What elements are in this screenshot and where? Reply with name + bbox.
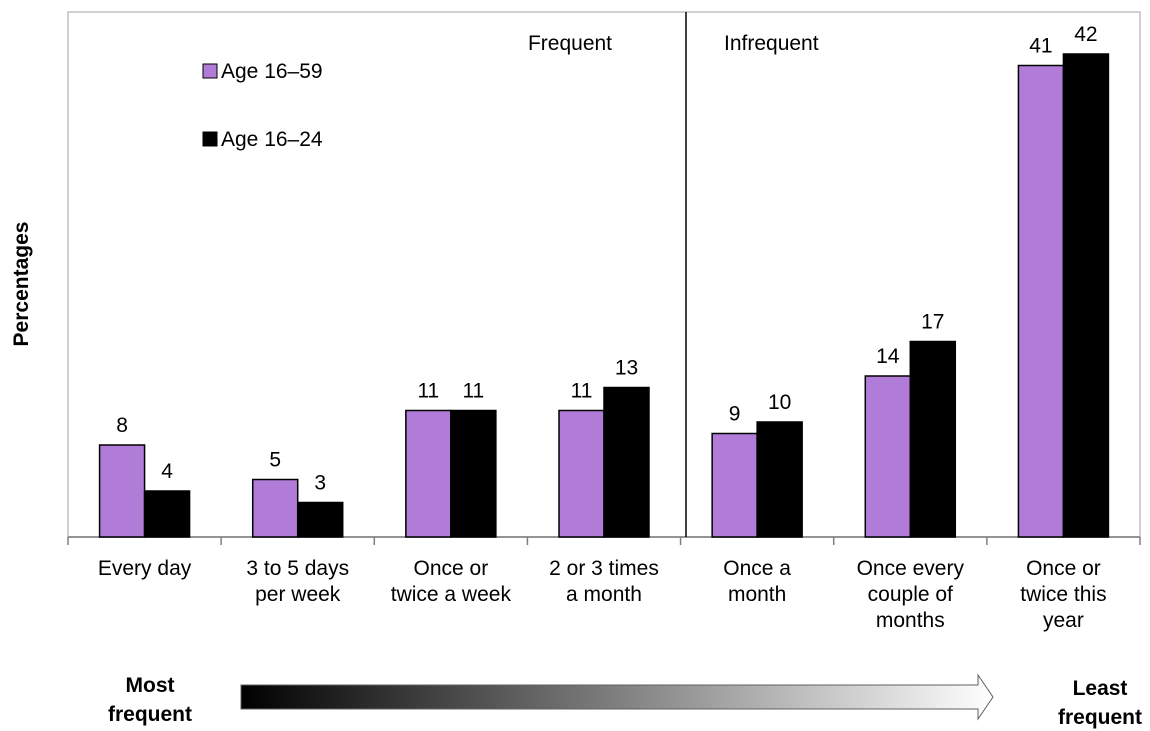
x-tick-label-line: twice a week <box>391 583 512 606</box>
region-label-frequent: Frequent <box>528 32 612 55</box>
x-tick-label-line: Once every <box>857 557 965 580</box>
bar-age-16-24 <box>450 409 497 538</box>
data-label: 11 <box>417 380 439 403</box>
bar-age-16-24 <box>1062 53 1110 538</box>
x-tick-label-line: Every day <box>98 557 192 580</box>
bar-age-16-59 <box>251 478 299 538</box>
data-label: 11 <box>571 380 593 403</box>
data-label: 14 <box>876 345 900 368</box>
data-label: 13 <box>615 357 638 380</box>
bar-age-16-59 <box>864 375 912 538</box>
x-tick-label: Once every couple of months <box>857 557 965 632</box>
scale-label-most-frequent-line: frequent <box>108 703 192 726</box>
data-label: 17 <box>921 311 944 334</box>
data-label: 10 <box>768 391 791 414</box>
data-label: 11 <box>462 380 484 403</box>
x-tick-label-line: per week <box>255 583 341 606</box>
bar-age-16-24 <box>756 421 803 538</box>
bar-age-16-24 <box>909 340 957 538</box>
bars-group: 8 4 5 3 11 11 11 13 9 10 14 17 41 42 <box>98 23 1110 538</box>
scale-label-least-frequent-line: frequent <box>1058 706 1142 729</box>
x-tick-label-line: months <box>876 609 945 632</box>
x-tick-label: Every day <box>98 557 192 580</box>
data-label: 4 <box>161 460 173 483</box>
bar-age-16-59 <box>711 432 758 538</box>
legend: Age 16–59 Age 16–24 <box>202 60 323 151</box>
scale-label-most-frequent-line: Most <box>126 674 175 697</box>
x-tick-label-line: Once or <box>414 557 489 580</box>
bar-age-16-24 <box>603 386 650 538</box>
x-tick-label-line: Once or <box>1026 557 1101 580</box>
bar-age-16-24 <box>296 501 344 538</box>
x-tick-label-line: 2 or 3 times <box>549 557 659 580</box>
x-tick-label-line: twice this <box>1020 583 1106 606</box>
x-tick-label: Once or twice this year <box>1020 557 1106 632</box>
x-tick-label-line: month <box>728 583 786 606</box>
frequency-scale: Most frequent Least frequent <box>108 673 1142 729</box>
x-tick-label-line: year <box>1043 609 1084 632</box>
data-label: 42 <box>1074 23 1097 46</box>
scale-label-most-frequent: Most frequent <box>108 674 192 726</box>
x-tick-label-line: Once a <box>723 557 791 580</box>
scale-label-least-frequent-line: Least <box>1073 677 1128 700</box>
frequency-gradient-arrow <box>240 673 994 721</box>
x-ticks-group: Every day 3 to 5 days per week Once or twice… <box>67 537 1141 632</box>
data-label: 3 <box>314 472 326 495</box>
data-label: 9 <box>729 403 741 426</box>
bar-age-16-59 <box>558 409 605 538</box>
bar-age-16-59 <box>1017 64 1065 538</box>
x-tick-label: Once a month <box>723 557 791 606</box>
x-tick-label: Once or twice a week <box>391 557 512 606</box>
scale-label-least-frequent: Least frequent <box>1058 677 1142 729</box>
bar-age-16-59 <box>98 444 146 538</box>
data-label: 8 <box>116 414 128 437</box>
bar-age-16-59 <box>405 409 452 538</box>
x-tick-label-line: couple of <box>868 583 953 606</box>
bar-age-16-24 <box>143 490 191 538</box>
region-label-infrequent: Infrequent <box>724 32 819 55</box>
data-label: 5 <box>269 449 281 472</box>
x-tick-label: 2 or 3 times a month <box>549 557 659 606</box>
legend-label: Age 16–59 <box>221 60 323 83</box>
x-tick-label-line: a month <box>566 583 642 606</box>
x-tick-label-line: 3 to 5 days <box>246 557 349 580</box>
legend-swatch <box>202 63 218 79</box>
data-label: 41 <box>1029 35 1052 58</box>
legend-swatch <box>202 131 218 147</box>
x-tick-label: 3 to 5 days per week <box>246 557 349 606</box>
y-axis-label: Percentages <box>10 222 33 347</box>
legend-label: Age 16–24 <box>221 128 323 151</box>
